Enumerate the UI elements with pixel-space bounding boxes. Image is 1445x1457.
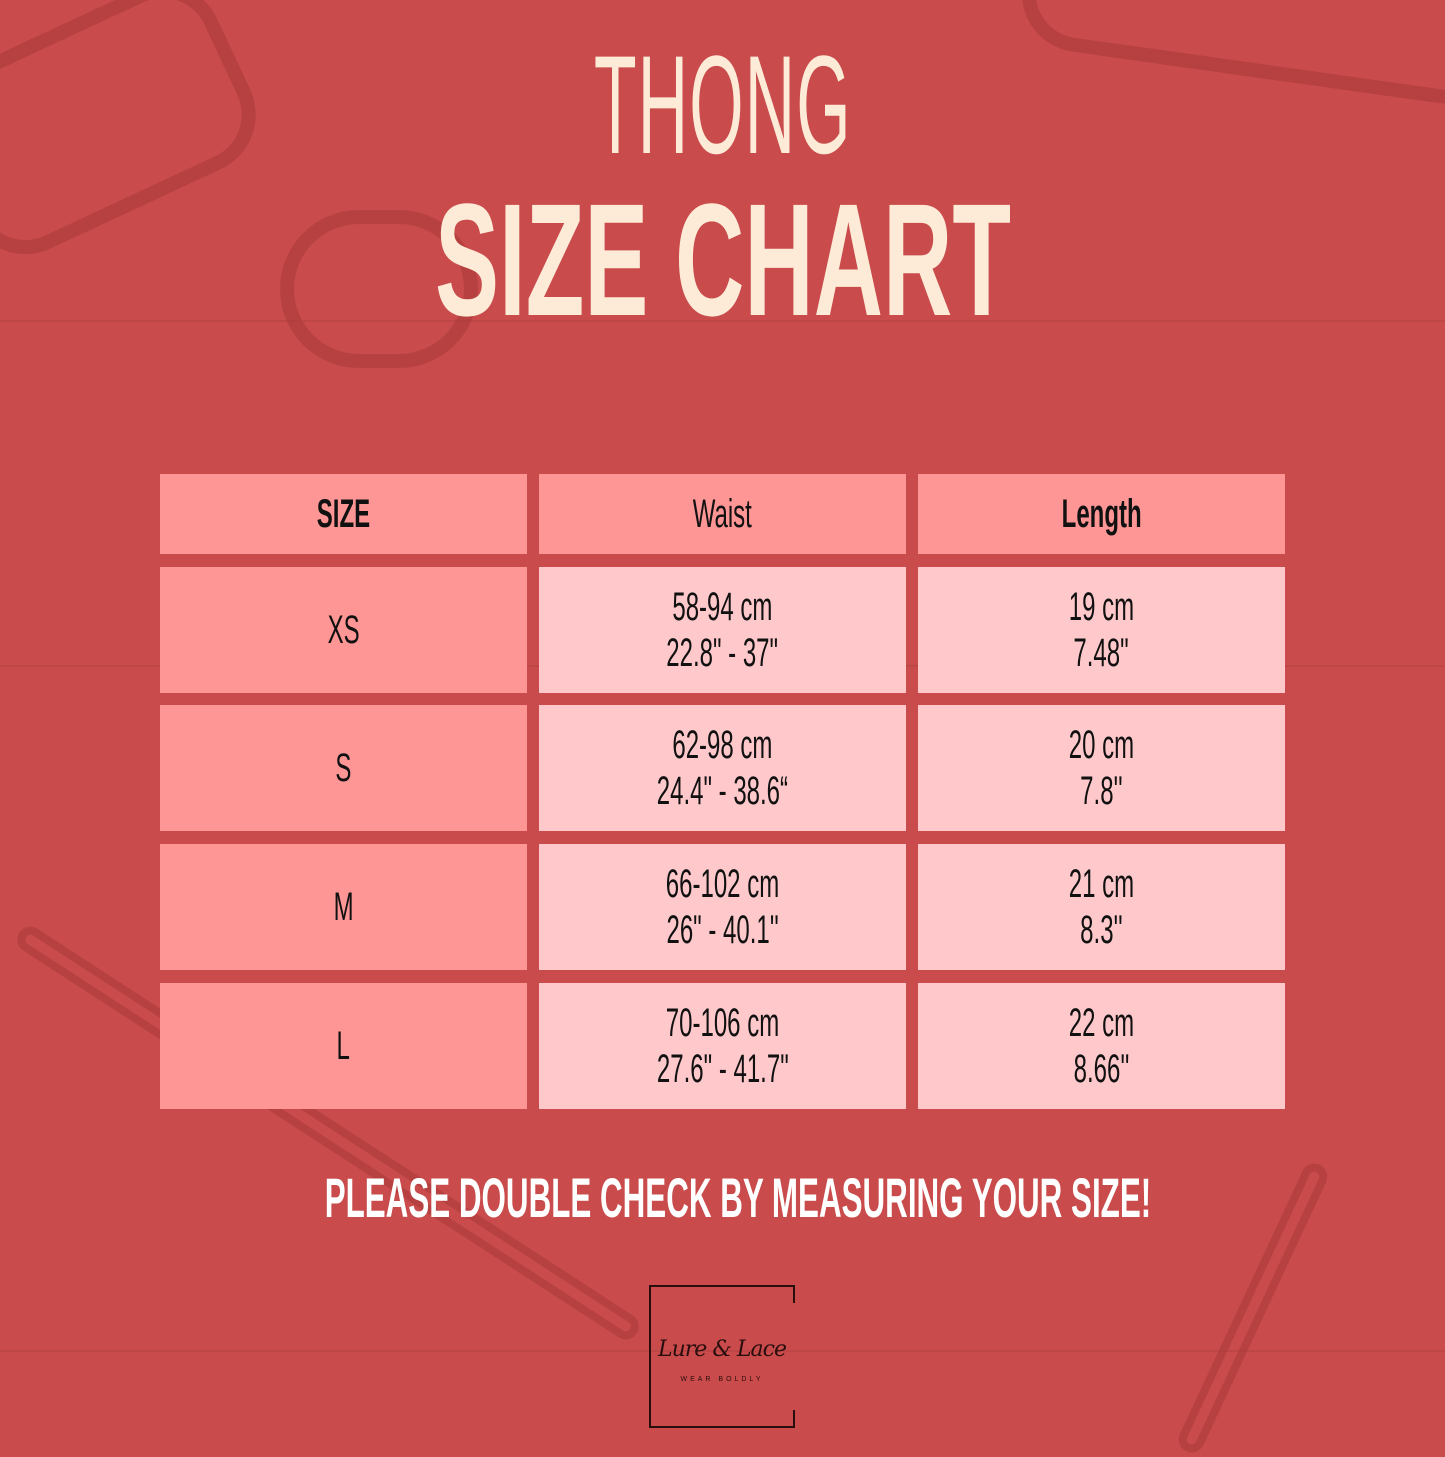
size-cell: L	[160, 983, 527, 1109]
waist-cell: 70-106 cm 27.6" - 41.7"	[539, 983, 906, 1109]
brand-logo: Lure & Lace WEAR BOLDLY	[649, 1285, 795, 1428]
cell-text: 7.48"	[1073, 631, 1130, 675]
cell-text: 62-98 cm	[672, 723, 773, 767]
waist-cell: 62-98 cm 24.4" - 38.6“	[539, 705, 906, 831]
plank-line	[0, 1350, 1445, 1352]
cell-text: 24.4" - 38.6“	[656, 769, 789, 813]
cell-text: M	[333, 885, 354, 929]
plank-line	[0, 320, 1445, 322]
length-cell: 20 cm 7.8''	[918, 705, 1285, 831]
cell-text: 26" - 40.1''	[666, 908, 779, 952]
size-cell: XS	[160, 567, 527, 693]
title-size-chart: SIZE CHART	[434, 170, 1011, 349]
cell-text: 22 cm	[1068, 1001, 1135, 1045]
cell-text: 27.6" - 41.7"	[656, 1047, 789, 1091]
cell-text: 58-94 cm	[672, 585, 773, 629]
cell-text: 7.8''	[1080, 769, 1123, 813]
waist-cell: 58-94 cm 22.8" - 37"	[539, 567, 906, 693]
size-cell: M	[160, 844, 527, 970]
header-size: SIZE	[160, 474, 527, 554]
header-waist: Waist	[539, 474, 906, 554]
length-cell: 21 cm 8.3''	[918, 844, 1285, 970]
cell-text: 8.3''	[1080, 908, 1123, 952]
logo-wordmark: Lure & Lace	[658, 1337, 787, 1362]
cell-text: 20 cm	[1068, 723, 1135, 767]
size-cell: S	[160, 705, 527, 831]
length-cell: 22 cm 8.66''	[918, 983, 1285, 1109]
cell-text: 70-106 cm	[665, 1001, 780, 1045]
cell-text: XS	[327, 608, 360, 652]
cell-text: S	[335, 746, 352, 790]
cell-text: L	[336, 1024, 351, 1068]
cell-text: 21 cm	[1068, 862, 1135, 906]
title-product: THONG	[593, 26, 852, 183]
logo-tagline: WEAR BOLDLY	[680, 1376, 764, 1383]
length-cell: 19 cm 7.48"	[918, 567, 1285, 693]
cell-text: 19 cm	[1068, 585, 1135, 629]
measure-note: PLEASE DOUBLE CHECK BY MEASURING YOUR SI…	[324, 1166, 1152, 1229]
cell-text: 22.8" - 37"	[666, 631, 779, 675]
cell-text: 66-102 cm	[665, 862, 780, 906]
waist-cell: 66-102 cm 26" - 40.1''	[539, 844, 906, 970]
header-length: Length	[918, 474, 1285, 554]
cell-text: 8.66''	[1073, 1047, 1130, 1091]
